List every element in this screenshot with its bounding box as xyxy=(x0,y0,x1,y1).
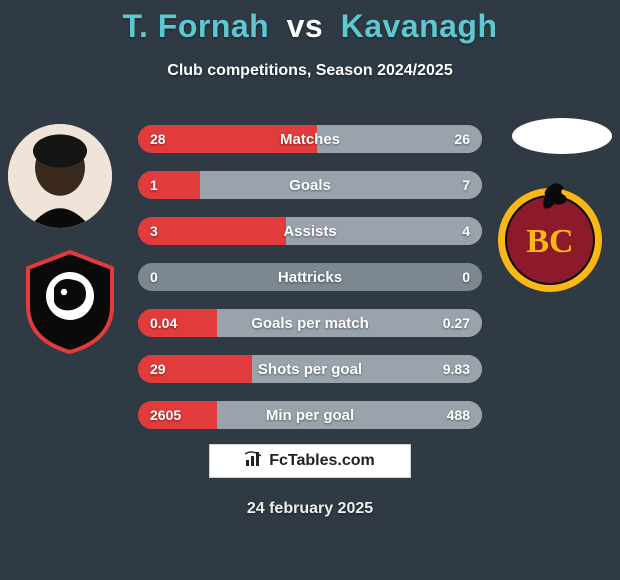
stat-value-left: 1 xyxy=(150,171,158,199)
crest-initials: BC xyxy=(526,223,573,260)
stat-value-left: 28 xyxy=(150,125,166,153)
stat-label: Goals per match xyxy=(138,309,482,337)
stat-value-left: 3 xyxy=(150,217,158,245)
title-player1: T. Fornah xyxy=(122,8,269,44)
stat-row: Shots per goal29 9.83 xyxy=(138,355,482,383)
stat-row: Matches28 26 xyxy=(138,125,482,153)
stat-value-right: 26 xyxy=(454,125,470,153)
logo-text: FcTables.com xyxy=(269,452,375,470)
stat-value-right: 4 xyxy=(462,217,470,245)
stat-row: Min per goal2605 488 xyxy=(138,401,482,429)
stat-row: Goals1 7 xyxy=(138,171,482,199)
stat-label: Goals xyxy=(138,171,482,199)
stat-label: Hattricks xyxy=(138,263,482,291)
title-vs: vs xyxy=(287,8,324,44)
stat-label: Matches xyxy=(138,125,482,153)
stat-value-left: 29 xyxy=(150,355,166,383)
page-title: T. Fornah vs Kavanagh xyxy=(0,8,620,45)
stat-value-left: 2605 xyxy=(150,401,181,429)
stat-value-right: 0 xyxy=(462,263,470,291)
title-player2: Kavanagh xyxy=(341,8,498,44)
stat-label: Min per goal xyxy=(138,401,482,429)
stat-value-right: 7 xyxy=(462,171,470,199)
stat-row: Hattricks0 0 xyxy=(138,263,482,291)
stat-label: Assists xyxy=(138,217,482,245)
player2-avatar xyxy=(512,118,612,154)
stat-row: Assists3 4 xyxy=(138,217,482,245)
player1-avatar xyxy=(8,124,112,228)
stat-value-right: 488 xyxy=(447,401,470,429)
stat-label: Shots per goal xyxy=(138,355,482,383)
stat-row: Goals per match0.04 0.27 xyxy=(138,309,482,337)
stat-value-right: 0.27 xyxy=(443,309,470,337)
stats-bars: Matches28 26 Goals1 7 Assists3 4 Hattricks0 0 Go… xyxy=(138,125,482,447)
comparison-canvas: T. Fornah vs Kavanagh Club competitions,… xyxy=(0,0,620,580)
stat-value-left: 0 xyxy=(150,263,158,291)
player2-club-crest: BC xyxy=(496,178,604,296)
stat-value-right: 9.83 xyxy=(443,355,470,383)
player1-club-crest xyxy=(20,250,120,354)
date-label: 24 february 2025 xyxy=(0,500,620,518)
fctables-logo[interactable]: FcTables.com xyxy=(209,444,411,478)
bars-icon xyxy=(245,451,263,472)
stat-value-left: 0.04 xyxy=(150,309,177,337)
subtitle: Club competitions, Season 2024/2025 xyxy=(0,62,620,80)
